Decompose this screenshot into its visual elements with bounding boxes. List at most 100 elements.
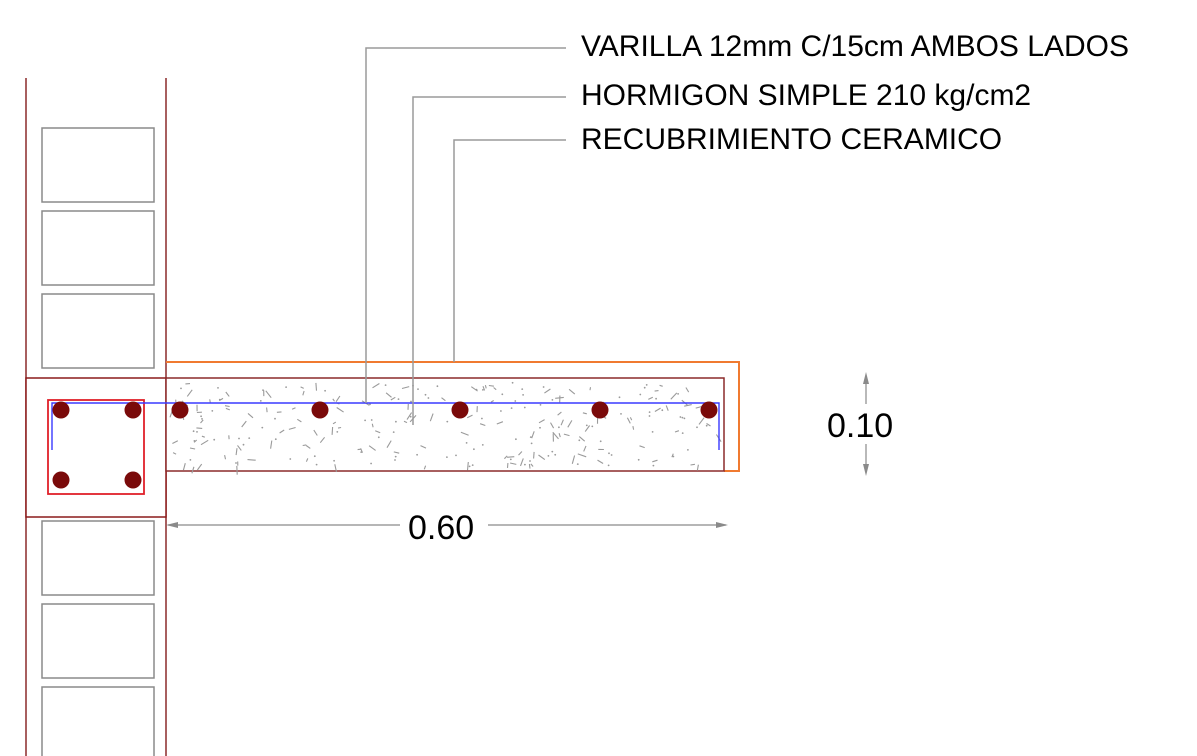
hatch-stroke [674, 430, 680, 433]
hatch-dot [648, 411, 651, 413]
hatch-dot [384, 384, 387, 386]
hatch-stroke [241, 420, 247, 428]
hatch-dot [364, 419, 366, 422]
dimension-height-label: 0.10 [827, 407, 893, 445]
hatch-dot [591, 425, 594, 428]
hatch-stroke [386, 440, 392, 448]
hatch-dot [274, 417, 276, 420]
hatch-stroke [224, 405, 230, 408]
hatch-stroke [555, 396, 564, 399]
hatch-dot [645, 384, 648, 386]
hatch-stroke [196, 427, 203, 429]
hatch-stroke [567, 420, 573, 428]
hatch-stroke [337, 426, 342, 429]
hatch-stroke [225, 391, 230, 397]
hatch-dot [481, 417, 483, 420]
hatch-stroke [560, 419, 564, 426]
hatch-dot [514, 400, 517, 402]
hatch-dot [681, 432, 684, 434]
hatch-stroke [336, 407, 344, 413]
hatch-dot [681, 416, 684, 419]
hatch-stroke [385, 392, 392, 398]
hatch-dot [515, 438, 517, 441]
hatch-stroke [496, 421, 504, 425]
hatch-dot [696, 426, 698, 429]
hatch-dot [607, 464, 610, 467]
hatch-stroke [578, 436, 586, 442]
slab-rebar [700, 401, 718, 419]
brick [41, 520, 155, 596]
hatch-dot [521, 388, 524, 390]
slab-rebar [171, 401, 189, 419]
dim-arrow-right [716, 522, 728, 528]
leader-concrete [412, 96, 566, 425]
hatch-stroke [172, 440, 179, 444]
hatch-stroke [670, 392, 678, 400]
hatch-stroke [423, 465, 427, 470]
dimension-width-label: 0.60 [408, 509, 474, 547]
hatch-stroke [490, 400, 494, 403]
hatch-dot [336, 431, 339, 433]
hatch-dot [651, 431, 654, 433]
hatch-stroke [305, 445, 311, 449]
hatch-dot [610, 454, 613, 456]
hatch-stroke [319, 436, 326, 444]
hatch-dot [196, 431, 198, 433]
hatch-dot [639, 393, 642, 396]
label-rebar: VARILLA 12mm C/15cm AMBOS LADOS [581, 30, 1129, 63]
hatch-stroke [684, 404, 692, 407]
hatch-dot [370, 419, 373, 421]
hatch-dot [608, 452, 610, 455]
column-rebar [124, 401, 142, 419]
hatch-stroke [589, 387, 592, 391]
hatch-stroke [393, 451, 400, 454]
hatch-stroke [482, 386, 486, 391]
hatch-dot [446, 420, 449, 423]
hatch-dot [248, 437, 251, 439]
hatch-stroke [219, 397, 224, 402]
hatch-dot [481, 444, 484, 446]
hatch-dot [333, 459, 335, 462]
hatch-dot [530, 442, 533, 445]
hatch-stroke [568, 388, 576, 395]
brick [41, 603, 155, 679]
hatch-stroke [247, 459, 256, 461]
hatch-dot [554, 453, 557, 456]
hatch-stroke [558, 433, 561, 438]
hatch-stroke [300, 386, 304, 389]
hatch-dot [465, 442, 468, 444]
hatch-stroke [531, 431, 535, 439]
hatch-dot [213, 438, 216, 441]
hatch-stroke [406, 412, 413, 420]
hatch-stroke [374, 430, 381, 434]
hatch-dot [369, 403, 371, 406]
hatch-stroke [401, 386, 410, 390]
hatch-stroke [247, 412, 254, 419]
hatch-dot [539, 426, 541, 429]
hatch-stroke [519, 458, 524, 467]
hatch-dot [397, 398, 400, 400]
hatch-stroke [371, 423, 374, 428]
column-rebar [124, 471, 142, 489]
hatch-stroke [201, 435, 205, 438]
hatch-dot [637, 458, 640, 461]
hatch-dot [189, 459, 192, 461]
label-cover: RECUBRIMIENTO CERAMICO [581, 123, 1002, 156]
hatch-stroke [403, 420, 408, 424]
hatch-dot [274, 438, 277, 441]
hatch-stroke [552, 431, 559, 440]
hatch-stroke [313, 429, 318, 436]
hatch-dot [235, 462, 237, 464]
hatch-stroke [639, 445, 645, 449]
hatch-stroke [632, 425, 635, 430]
hatch-dot [523, 406, 526, 409]
leader-rebar [365, 47, 566, 403]
hatch-dot [524, 463, 526, 466]
slab-rebar [311, 401, 329, 419]
brick [41, 127, 155, 203]
hatch-dot [501, 393, 504, 396]
hatch-stroke [390, 396, 396, 401]
column-outline [25, 377, 167, 518]
hatch-stroke [182, 463, 186, 471]
hatch-dot [558, 426, 560, 429]
